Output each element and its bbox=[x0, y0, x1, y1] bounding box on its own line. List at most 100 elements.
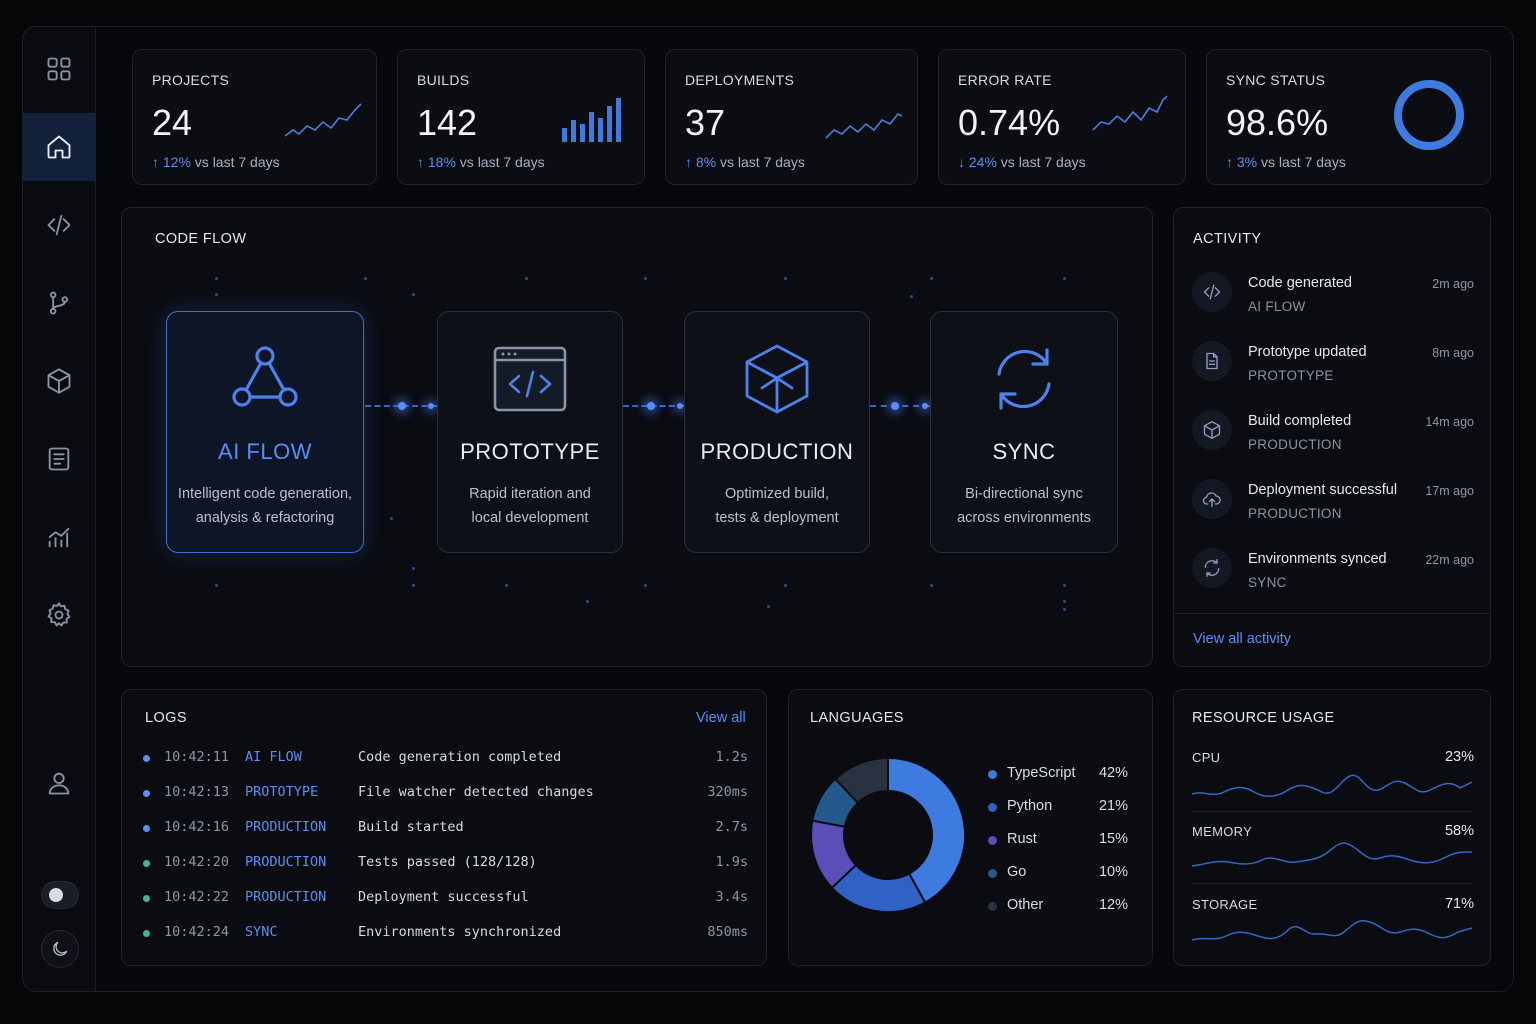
mini-bar bbox=[616, 98, 621, 142]
stat-card-sync-status[interactable]: SYNC STATUS 98.6% ↑ 3% vs last 7 days bbox=[1206, 49, 1491, 185]
resource-label-memory: MEMORY bbox=[1192, 824, 1253, 839]
log-status-dot bbox=[143, 895, 150, 902]
stat-value: 0.74% bbox=[958, 102, 1061, 143]
log-message: Build started bbox=[358, 819, 464, 835]
cube-icon[interactable] bbox=[23, 347, 95, 415]
view-all-activity-link[interactable]: View all activity bbox=[1193, 631, 1292, 647]
activity-item[interactable]: Prototype updated PROTOTYPE 8m ago bbox=[1192, 341, 1474, 401]
flow-connector bbox=[870, 405, 930, 407]
legend-swatch bbox=[988, 803, 997, 812]
activity-time: 8m ago bbox=[1432, 346, 1474, 360]
grid-dot bbox=[784, 584, 787, 587]
mini-bar bbox=[571, 120, 576, 142]
stat-value: 37 bbox=[685, 102, 726, 143]
view-all-logs-link[interactable]: View all bbox=[696, 710, 746, 726]
cloud-upload-icon bbox=[1202, 492, 1221, 508]
log-time: 10:42:20 bbox=[164, 854, 230, 870]
flow-node bbox=[428, 403, 434, 409]
resource-pct-memory: 58% bbox=[1444, 823, 1474, 839]
stat-delta: ↑ 3% vs last 7 days bbox=[1226, 154, 1346, 170]
activity-source: SYNC bbox=[1248, 575, 1287, 590]
home-icon[interactable] bbox=[23, 113, 95, 181]
grid-dot bbox=[1063, 584, 1066, 587]
log-row[interactable]: 10:42:16 PRODUCTION Build started 2.7s bbox=[142, 819, 748, 843]
activity-title: Code generated bbox=[1248, 275, 1352, 291]
document-icon bbox=[1206, 352, 1218, 370]
languages-title: LANGUAGES bbox=[810, 710, 904, 726]
language-pct: 10% bbox=[1098, 864, 1128, 880]
git-branch-icon[interactable] bbox=[23, 269, 95, 337]
stat-delta: ↑ 8% vs last 7 days bbox=[685, 154, 805, 170]
divider bbox=[1174, 613, 1490, 614]
stat-label: BUILDS bbox=[417, 72, 470, 88]
activity-source: AI FLOW bbox=[1248, 299, 1306, 314]
grid-dot bbox=[1063, 608, 1066, 611]
sync-progress-ring bbox=[1394, 80, 1464, 150]
flow-node bbox=[398, 402, 406, 410]
flow-card-production[interactable]: PRODUCTION Optimized build, tests & deplo… bbox=[684, 311, 870, 553]
user-profile-icon[interactable] bbox=[23, 749, 95, 817]
theme-toggle[interactable] bbox=[41, 881, 79, 909]
analytics-icon[interactable] bbox=[23, 503, 95, 571]
sidebar bbox=[22, 26, 96, 992]
code-icon[interactable] bbox=[23, 191, 95, 259]
activity-source: PRODUCTION bbox=[1248, 506, 1342, 521]
stat-delta: ↑ 18% vs last 7 days bbox=[417, 154, 545, 170]
language-name: Other bbox=[1007, 897, 1044, 913]
log-time: 10:42:24 bbox=[164, 924, 230, 940]
apps-grid-icon[interactable] bbox=[23, 35, 95, 103]
grid-dot bbox=[930, 277, 933, 280]
flow-card-prototype[interactable]: PROTOTYPE Rapid iteration and local devel… bbox=[437, 311, 623, 553]
grid-dot bbox=[525, 277, 528, 280]
donut-slice bbox=[887, 756, 966, 904]
moon-icon bbox=[53, 941, 68, 956]
stage-title: PRODUCTION bbox=[700, 439, 854, 464]
stat-delta: ↑ 12% vs last 7 days bbox=[152, 154, 280, 170]
grid-dot bbox=[930, 584, 933, 587]
log-status-dot bbox=[143, 930, 150, 937]
flow-node bbox=[922, 403, 928, 409]
log-time: 10:42:11 bbox=[164, 749, 230, 765]
language-legend-item: Rust 15% bbox=[988, 831, 1128, 851]
stage-title: AI FLOW bbox=[218, 439, 312, 464]
grid-dot bbox=[644, 277, 647, 280]
log-row[interactable]: 10:42:22 PRODUCTION Deployment successful 3… bbox=[142, 889, 748, 913]
activity-item[interactable]: Deployment successful PRODUCTION 17m ago bbox=[1192, 479, 1474, 539]
activity-source: PROTOTYPE bbox=[1248, 368, 1334, 383]
activity-item[interactable]: Build completed PRODUCTION 14m ago bbox=[1192, 410, 1474, 470]
flow-card-ai-flow[interactable]: AI FLOW Intelligent code generation, anal… bbox=[166, 311, 364, 553]
log-status-dot bbox=[143, 755, 150, 762]
log-row[interactable]: 10:42:24 SYNC Environments synchronized 850… bbox=[142, 924, 748, 948]
activity-item[interactable]: Code generated AI FLOW 2m ago bbox=[1192, 272, 1474, 332]
activity-source: PRODUCTION bbox=[1248, 437, 1342, 452]
language-pct: 21% bbox=[1098, 798, 1128, 814]
flow-card-sync[interactable]: SYNC Bi-directional sync across environme… bbox=[930, 311, 1118, 553]
resource-pct-cpu: 23% bbox=[1444, 749, 1474, 765]
trend-sparkline bbox=[1092, 95, 1168, 131]
log-row[interactable]: 10:42:13 PROTOTYPE File watcher detected c… bbox=[142, 784, 748, 808]
languages-donut-chart bbox=[810, 756, 966, 913]
grid-dot bbox=[412, 584, 415, 587]
sync-icon bbox=[1204, 559, 1220, 577]
language-legend-item: Other 12% bbox=[988, 897, 1128, 917]
settings-gear-icon[interactable] bbox=[23, 581, 95, 649]
activity-item[interactable]: Environments synced SYNC 22m ago bbox=[1192, 548, 1474, 608]
stat-card-builds[interactable]: BUILDS 142 ↑ 18% vs last 7 days bbox=[397, 49, 645, 185]
log-source: PRODUCTION bbox=[245, 889, 327, 905]
log-time: 10:42:13 bbox=[164, 784, 230, 800]
log-message: Environments synchronized bbox=[358, 924, 562, 940]
log-source: AI FLOW bbox=[245, 749, 302, 765]
stat-card-projects[interactable]: PROJECTS 24 ↑ 12% vs last 7 days bbox=[132, 49, 377, 185]
stat-card-error-rate[interactable]: ERROR RATE 0.74% ↓ 24% vs last 7 days bbox=[938, 49, 1186, 185]
stat-card-deployments[interactable]: DEPLOYMENTS 37 ↑ 8% vs last 7 days bbox=[665, 49, 918, 185]
document-icon[interactable] bbox=[23, 425, 95, 493]
log-row[interactable]: 10:42:20 PRODUCTION Tests passed (128/128)… bbox=[142, 854, 748, 878]
grid-dot bbox=[412, 567, 415, 570]
legend-swatch bbox=[988, 902, 997, 911]
log-row[interactable]: 10:42:11 AI FLOW Code generation completed… bbox=[142, 749, 748, 773]
stat-value: 24 bbox=[152, 102, 193, 143]
dark-mode-button[interactable] bbox=[41, 930, 79, 968]
cube-icon bbox=[1203, 421, 1221, 439]
log-duration: 3.4s bbox=[715, 889, 748, 905]
stat-delta: ↓ 24% vs last 7 days bbox=[958, 154, 1086, 170]
